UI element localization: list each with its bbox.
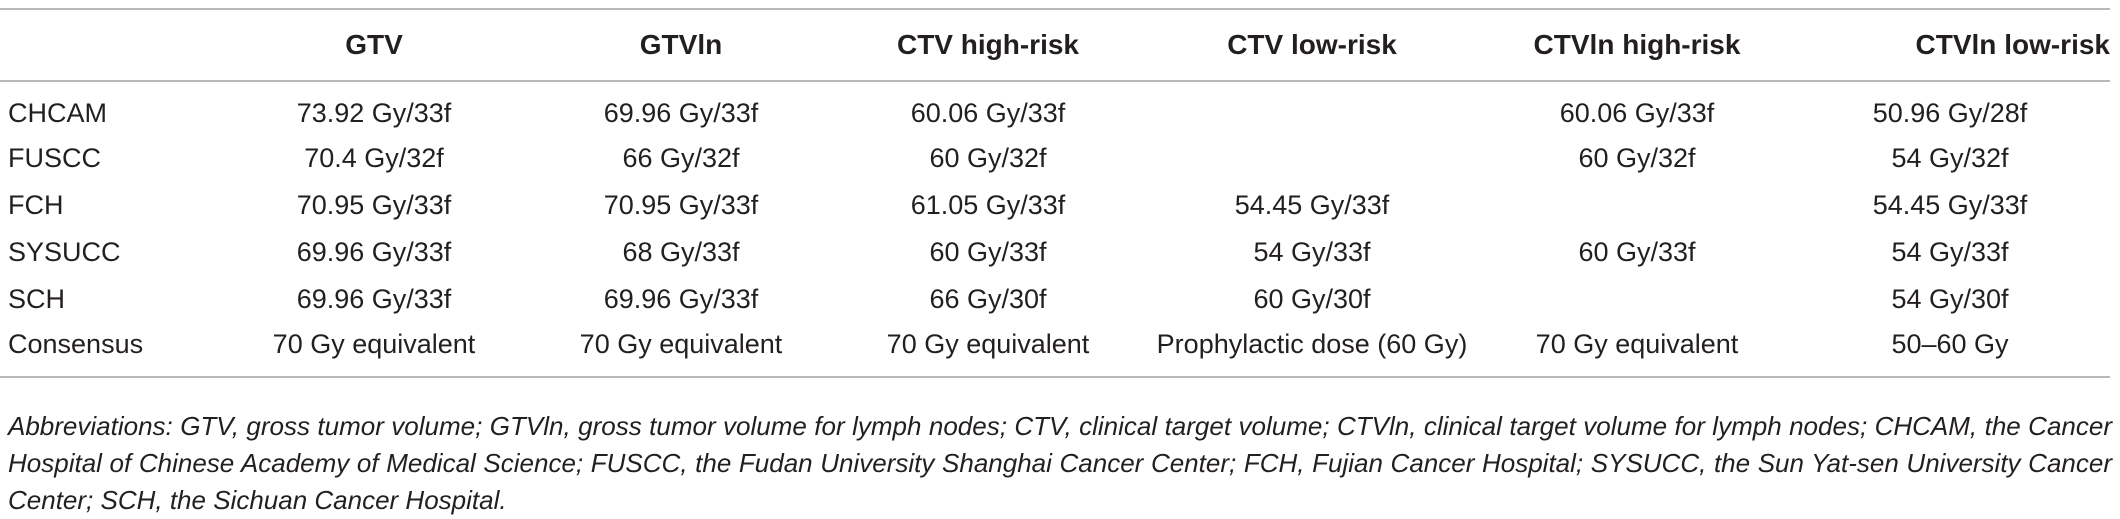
row-label: SCH bbox=[8, 284, 66, 314]
table-cell: 54.45 Gy/33f bbox=[1872, 190, 2028, 220]
table-row: Consensus 70 Gy equivalent 70 Gy equival… bbox=[0, 323, 2110, 377]
table-cell: 60.06 Gy/33f bbox=[910, 98, 1066, 128]
header-cell-ctv-low-risk: CTV low-risk bbox=[1227, 29, 1397, 60]
table-cell: 54 Gy/33f bbox=[1891, 237, 2009, 267]
table-cell: 70.4 Gy/32f bbox=[304, 143, 444, 173]
header-cell-ctvln-low-risk: CTVln low-risk bbox=[1915, 29, 2110, 60]
table-cell: 60 Gy/32f bbox=[929, 143, 1047, 173]
header-cell-gtvln: GTVln bbox=[639, 29, 723, 60]
table-cell: 50.96 Gy/28f bbox=[1872, 98, 2028, 128]
table-cell: 68 Gy/33f bbox=[622, 237, 740, 267]
table-cell: 54 Gy/30f bbox=[1891, 284, 2009, 314]
table-cell: 70 Gy equivalent bbox=[1535, 329, 1739, 359]
table-cell: 61.05 Gy/33f bbox=[910, 190, 1066, 220]
table-row: CHCAM 73.92 Gy/33f 69.96 Gy/33f 60.06 Gy… bbox=[0, 81, 2110, 135]
table-row: SYSUCC 69.96 Gy/33f 68 Gy/33f 60 Gy/33f … bbox=[0, 229, 2110, 276]
table-cell bbox=[1140, 135, 1484, 182]
table-cell: 60 Gy/30f bbox=[1253, 284, 1371, 314]
header-cell-ctvln-high-risk: CTVln high-risk bbox=[1533, 29, 1741, 60]
table-row: FCH 70.95 Gy/33f 70.95 Gy/33f 61.05 Gy/3… bbox=[0, 182, 2110, 229]
row-label: FCH bbox=[8, 190, 64, 220]
header-row: GTV GTVln CTV high-risk CTV low-risk CTV… bbox=[0, 9, 2110, 81]
table-cell: 70.95 Gy/33f bbox=[603, 190, 759, 220]
table-cell: 60 Gy/33f bbox=[929, 237, 1047, 267]
dose-table: GTV GTVln CTV high-risk CTV low-risk CTV… bbox=[0, 8, 2110, 378]
table-cell: 70 Gy equivalent bbox=[579, 329, 783, 359]
table-cell: 69.96 Gy/33f bbox=[603, 98, 759, 128]
table-cell: 70 Gy equivalent bbox=[272, 329, 476, 359]
table-row: FUSCC 70.4 Gy/32f 66 Gy/32f 60 Gy/32f 60… bbox=[0, 135, 2110, 182]
row-label: CHCAM bbox=[8, 98, 107, 128]
table-footnote: Abbreviations: GTV, gross tumor volume; … bbox=[8, 411, 2112, 515]
row-label: SYSUCC bbox=[8, 237, 121, 267]
table-cell: 69.96 Gy/33f bbox=[603, 284, 759, 314]
table-cell: 69.96 Gy/33f bbox=[296, 284, 452, 314]
header-cell-institution bbox=[0, 9, 222, 81]
table-header: GTV GTVln CTV high-risk CTV low-risk CTV… bbox=[0, 9, 2110, 81]
table-body: CHCAM 73.92 Gy/33f 69.96 Gy/33f 60.06 Gy… bbox=[0, 81, 2110, 377]
table-cell: 70 Gy equivalent bbox=[886, 329, 1090, 359]
table-row: SCH 69.96 Gy/33f 69.96 Gy/33f 66 Gy/30f … bbox=[0, 276, 2110, 323]
table-cell: 60 Gy/32f bbox=[1578, 143, 1696, 173]
table-cell: 54.45 Gy/33f bbox=[1234, 190, 1390, 220]
table-cell: 54 Gy/32f bbox=[1891, 143, 2009, 173]
table-cell: 50–60 Gy bbox=[1891, 329, 2009, 359]
header-cell-ctv-high-risk: CTV high-risk bbox=[896, 29, 1079, 60]
table-cell: 70.95 Gy/33f bbox=[296, 190, 452, 220]
table-cell: 69.96 Gy/33f bbox=[296, 237, 452, 267]
table-cell: 60.06 Gy/33f bbox=[1559, 98, 1715, 128]
header-cell-gtv: GTV bbox=[345, 29, 403, 60]
table-cell bbox=[1484, 182, 1790, 229]
table-cell: Prophylactic dose (60 Gy) bbox=[1156, 329, 1468, 359]
table-cell: 54 Gy/33f bbox=[1253, 237, 1371, 267]
row-label: Consensus bbox=[8, 329, 144, 359]
table-cell: 73.92 Gy/33f bbox=[296, 98, 452, 128]
document-page: GTV GTVln CTV high-risk CTV low-risk CTV… bbox=[0, 8, 2112, 515]
table-cell: 66 Gy/30f bbox=[929, 284, 1047, 314]
table-cell bbox=[1140, 81, 1484, 135]
row-label: FUSCC bbox=[8, 143, 101, 173]
table-cell: 66 Gy/32f bbox=[622, 143, 740, 173]
table-cell bbox=[1484, 276, 1790, 323]
table-cell: 60 Gy/33f bbox=[1578, 237, 1696, 267]
